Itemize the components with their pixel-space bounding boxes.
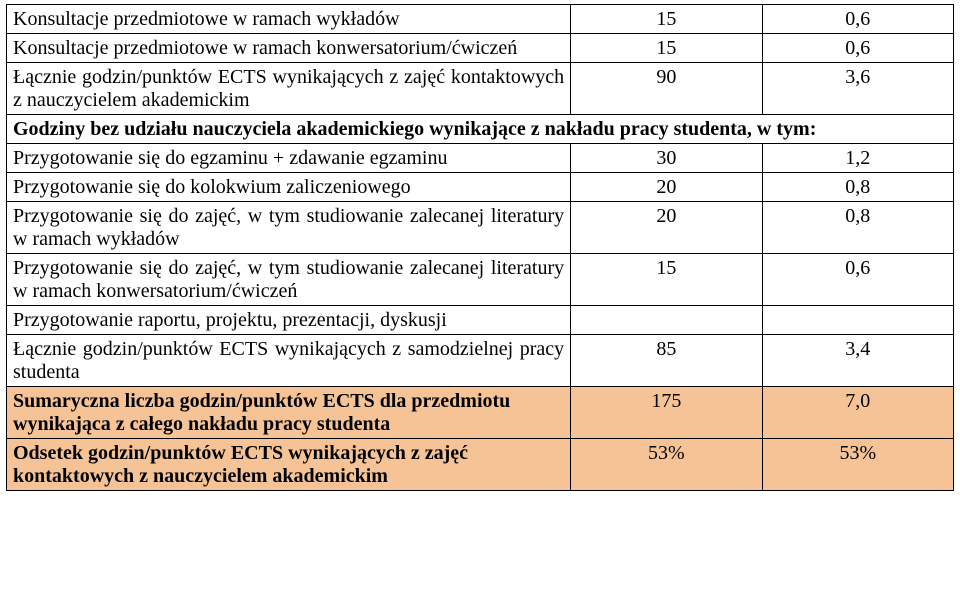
row-description: Przygotowanie się do kolokwium zaliczeni… (7, 173, 571, 202)
row-description: Konsultacje przedmiotowe w ramach konwer… (7, 34, 571, 63)
table-row: Przygotowanie się do kolokwium zaliczeni… (7, 173, 954, 202)
table-row: Przygotowanie się do egzaminu + zdawanie… (7, 144, 954, 173)
row-value-hours: 20 (571, 173, 762, 202)
row-value-hours (571, 306, 762, 335)
section-header: Godziny bez udziału nauczyciela akademic… (7, 115, 954, 144)
table-row: Przygotowanie się do zajęć, w tym studio… (7, 254, 954, 306)
table-row: Konsultacje przedmiotowe w ramach konwer… (7, 34, 954, 63)
row-value-ects: 0,8 (762, 173, 953, 202)
row-value-ects: 3,6 (762, 63, 953, 115)
row-value-hours: 53% (571, 439, 762, 491)
row-description: Łącznie godzin/punktów ECTS wynikających… (7, 335, 571, 387)
row-value-hours: 175 (571, 387, 762, 439)
table-row: Sumaryczna liczba godzin/punktów ECTS dl… (7, 387, 954, 439)
row-value-hours: 90 (571, 63, 762, 115)
row-value-ects: 1,2 (762, 144, 953, 173)
row-value-ects: 53% (762, 439, 953, 491)
table-row: Konsultacje przedmiotowe w ramach wykład… (7, 5, 954, 34)
table-row: Przygotowanie raportu, projektu, prezent… (7, 306, 954, 335)
row-value-ects (762, 306, 953, 335)
row-value-ects: 0,6 (762, 34, 953, 63)
row-value-hours: 15 (571, 5, 762, 34)
row-description: Przygotowanie się do zajęć, w tym studio… (7, 254, 571, 306)
row-value-hours: 85 (571, 335, 762, 387)
row-value-hours: 20 (571, 202, 762, 254)
table-row: Przygotowanie się do zajęć, w tym studio… (7, 202, 954, 254)
row-value-ects: 7,0 (762, 387, 953, 439)
row-description: Konsultacje przedmiotowe w ramach wykład… (7, 5, 571, 34)
table-row: Łącznie godzin/punktów ECTS wynikających… (7, 63, 954, 115)
row-description: Łącznie godzin/punktów ECTS wynikających… (7, 63, 571, 115)
row-value-ects: 0,6 (762, 254, 953, 306)
row-value-ects: 0,6 (762, 5, 953, 34)
row-description: Przygotowanie się do zajęć, w tym studio… (7, 202, 571, 254)
row-value-ects: 0,8 (762, 202, 953, 254)
row-description: Przygotowanie się do egzaminu + zdawanie… (7, 144, 571, 173)
row-description: Sumaryczna liczba godzin/punktów ECTS dl… (7, 387, 571, 439)
table-row: Godziny bez udziału nauczyciela akademic… (7, 115, 954, 144)
table-row: Łącznie godzin/punktów ECTS wynikających… (7, 335, 954, 387)
row-value-ects: 3,4 (762, 335, 953, 387)
row-value-hours: 30 (571, 144, 762, 173)
table-row: Odsetek godzin/punktów ECTS wynikających… (7, 439, 954, 491)
row-description: Przygotowanie raportu, projektu, prezent… (7, 306, 571, 335)
ects-table: Konsultacje przedmiotowe w ramach wykład… (6, 4, 954, 491)
row-description: Odsetek godzin/punktów ECTS wynikających… (7, 439, 571, 491)
row-value-hours: 15 (571, 254, 762, 306)
row-value-hours: 15 (571, 34, 762, 63)
